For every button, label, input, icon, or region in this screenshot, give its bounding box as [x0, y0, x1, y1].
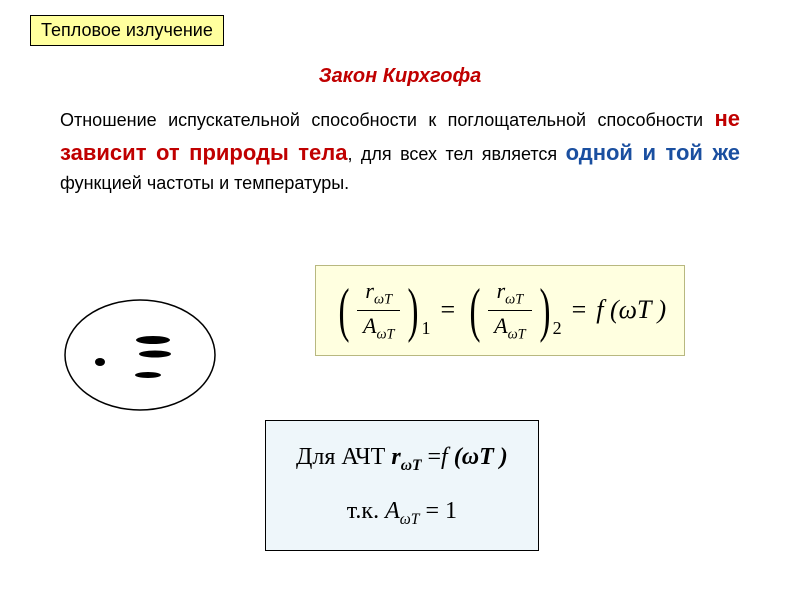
bb-line1: Для АЧТ rωT =f (ωT )	[296, 435, 508, 481]
paren-close-icon: )	[408, 283, 419, 337]
bb-l2-A: A	[385, 498, 400, 524]
frac2-den: AωT	[488, 310, 532, 343]
cavity-svg	[55, 290, 225, 420]
kirchhoff-formula-box: ( rωT AωT ) 1 = ( rωT AωT ) 2 = f (ωT )	[315, 265, 685, 356]
bb-l2-pre: т.к.	[347, 498, 385, 524]
equals-2: =	[572, 295, 587, 325]
cavity-diagram	[55, 290, 225, 425]
bb-l2-sub: ωT	[400, 510, 420, 527]
paren-open-icon: (	[470, 283, 481, 337]
index-1: 1	[421, 318, 430, 339]
title-text: Тепловое излучение	[41, 20, 213, 40]
frac2-num: rωT	[491, 278, 530, 310]
subtitle: Закон Кирхгофа	[0, 65, 800, 88]
bb-l1-pre: Для АЧТ	[296, 444, 391, 470]
paren-group-1: ( rωT AωT ) 1	[334, 278, 430, 343]
bb-l2-eq: = 1	[419, 498, 457, 524]
bb-l1-f: f	[441, 444, 454, 470]
paren-open-icon: (	[338, 283, 349, 337]
paren-group-2: ( rωT AωT ) 2	[465, 278, 561, 343]
equals-1: =	[440, 295, 455, 325]
description: Отношение испускательной способности к п…	[60, 102, 740, 198]
title-box: Тепловое излучение	[30, 15, 224, 46]
bb-line2: т.к. AωT = 1	[296, 489, 508, 535]
rhs: f (ωT )	[596, 295, 666, 325]
bb-l1-sub: ωT	[401, 457, 422, 474]
bb-l1-mid: =	[422, 444, 442, 470]
frac1-den: AωT	[357, 310, 401, 343]
desc-em-blue: одной и той же	[566, 140, 740, 165]
desc-p2: , для всех тел является	[348, 144, 566, 164]
bb-l1-arg: (ωT )	[454, 444, 508, 470]
desc-p1: Отношение испускательной способности к п…	[60, 110, 714, 130]
frac1-num: rωT	[359, 278, 398, 310]
desc-p3: функцией частоты и температуры.	[60, 173, 349, 193]
subtitle-text: Закон Кирхгофа	[319, 65, 482, 87]
blackbody-formula-box: Для АЧТ rωT =f (ωT ) т.к. AωT = 1	[265, 420, 539, 551]
paren-close-icon: )	[539, 283, 550, 337]
fraction-1: rωT AωT	[357, 278, 401, 343]
kirchhoff-formula: ( rωT AωT ) 1 = ( rωT AωT ) 2 = f (ωT )	[334, 278, 666, 343]
bb-l1-r: r	[391, 444, 400, 470]
fraction-2: rωT AωT	[488, 278, 532, 343]
index-2: 2	[553, 318, 562, 339]
